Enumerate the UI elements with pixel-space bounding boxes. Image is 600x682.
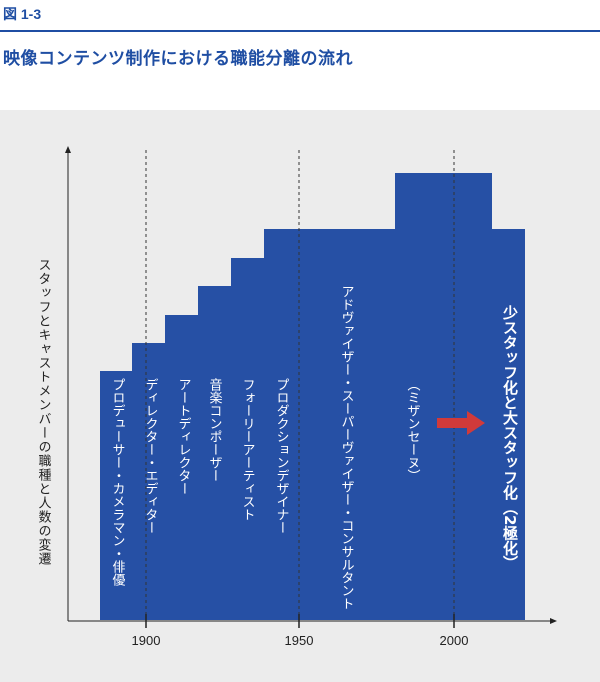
role-label-music-composer: 音楽コンポーザー — [207, 377, 223, 482]
y-axis-label: スタッフとキャストメンバーの職種と人数の変遷 — [36, 258, 52, 566]
role-label-mise-en-scene: （ミザンセーヌ） — [405, 378, 421, 482]
x-axis-arrowhead — [550, 618, 557, 624]
role-label-foley-artist: フォーリーアーティスト — [240, 378, 255, 521]
tick-label-1900: 1900 — [132, 633, 161, 648]
arrow-icon — [437, 411, 485, 435]
role-label-producer: プロデューサー・カメラマン・俳優 — [110, 378, 126, 587]
header-rule — [0, 30, 600, 32]
staff-step-area — [100, 173, 525, 620]
tick-label-2000: 2000 — [440, 633, 469, 648]
role-label-art-director: アートディレクター — [176, 378, 191, 495]
figure-label: 図 1-3 — [3, 6, 42, 22]
role-label-director: ディレクター・エディター — [143, 378, 158, 534]
figure-title: 映像コンテンツ制作における職能分離の流れ — [3, 49, 353, 69]
role-label-production-designer: プロダクションデザイナー — [274, 378, 290, 534]
role-label-advisor: アドヴァイザー・スーパーヴァイザー・コンサルタント — [339, 285, 355, 610]
tick-label-1950: 1950 — [285, 633, 314, 648]
y-axis-arrowhead — [65, 146, 71, 153]
role-label-polarization: 少スタッフ化と大スタッフ化（2極化） — [501, 304, 519, 570]
